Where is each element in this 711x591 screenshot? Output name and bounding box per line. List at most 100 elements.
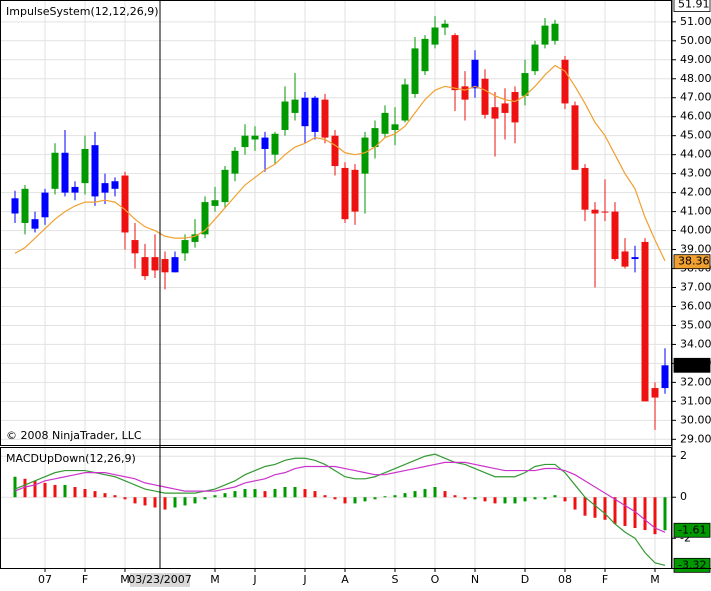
candle-body	[491, 107, 499, 119]
histogram-bar	[253, 489, 257, 498]
candle-body	[41, 192, 49, 218]
histogram-bar	[513, 497, 517, 504]
candle-body	[11, 198, 19, 214]
value-marker-label: 32.90	[678, 358, 710, 371]
candle-body	[571, 105, 579, 170]
candle-body	[651, 388, 659, 398]
x-tick-label: M	[210, 573, 220, 586]
y-tick-label: 39.00	[680, 243, 711, 256]
histogram-bar	[563, 497, 567, 502]
y-tick-label: -2	[680, 531, 691, 544]
candle-body	[271, 133, 279, 155]
histogram-bar	[103, 493, 107, 498]
macd-line	[14, 453, 666, 566]
candle-body	[471, 59, 479, 89]
histogram-bar	[73, 486, 77, 498]
histogram-bar	[423, 489, 427, 498]
candle-body	[381, 112, 389, 134]
candle-body	[171, 257, 179, 273]
candle-body	[301, 97, 309, 127]
candle-body	[111, 181, 119, 189]
candle-body	[611, 211, 619, 260]
histogram-bar	[543, 497, 547, 500]
candle-body	[551, 23, 559, 41]
y-tick-label: 29.00	[680, 432, 711, 445]
signal-line	[14, 461, 666, 533]
x-tick-label: N	[471, 573, 479, 586]
y-tick-label: 41.00	[680, 205, 711, 218]
histogram-bar	[43, 482, 47, 498]
y-tick-label: 50.00	[680, 34, 711, 47]
value-marker	[673, 0, 711, 12]
histogram-bar	[173, 497, 177, 508]
panel-title: MACDUpDown(12,26,9)	[6, 452, 136, 465]
y-tick-label: 35.00	[680, 318, 711, 331]
histogram-bar	[293, 486, 297, 498]
histogram-bar	[403, 493, 407, 498]
candle-body	[631, 257, 639, 260]
candle-body	[421, 38, 429, 72]
y-tick-label: 43.00	[680, 167, 711, 180]
histogram-bar	[613, 497, 617, 524]
candle-body	[331, 135, 339, 167]
histogram-bar	[203, 497, 207, 500]
histogram-bar	[553, 495, 557, 498]
candle-body	[151, 257, 159, 271]
y-tick-label: 49.00	[680, 53, 711, 66]
candle-body	[201, 202, 209, 235]
histogram-bar	[593, 497, 597, 518]
candle-body	[621, 251, 629, 267]
y-tick-label: 37.00	[680, 280, 711, 293]
histogram-bar	[313, 491, 317, 498]
histogram-bar	[373, 497, 377, 500]
candle-body	[81, 148, 89, 184]
candle-body	[441, 23, 449, 28]
histogram-bar	[393, 495, 397, 498]
histogram-bar	[23, 478, 27, 498]
histogram-bar	[303, 489, 307, 498]
value-marker-label: -1.61	[678, 523, 706, 536]
value-marker	[673, 522, 711, 538]
histogram-bar	[83, 489, 87, 498]
y-tick-label: 40.00	[680, 224, 711, 237]
value-marker	[673, 254, 711, 270]
candle-body	[541, 25, 549, 45]
candle-body	[361, 137, 369, 174]
histogram-bar	[573, 497, 577, 510]
y-tick-label: 36.00	[680, 299, 711, 312]
histogram-bar	[93, 491, 97, 498]
y-tick-label: 47.00	[680, 91, 711, 104]
candle-body	[581, 167, 589, 210]
histogram-bar	[653, 497, 657, 535]
candle-body	[371, 128, 379, 148]
histogram-bar	[193, 497, 197, 504]
y-tick-label: 51.00	[680, 15, 711, 28]
x-tick-label: J	[302, 573, 306, 586]
candle-body	[481, 78, 489, 115]
candle-body	[411, 48, 419, 94]
x-tick-label: D	[521, 573, 529, 586]
x-tick-label: O	[431, 573, 440, 586]
value-marker-label: 51.91	[678, 0, 710, 11]
histogram-bar	[583, 497, 587, 516]
y-tick-label: 46.00	[680, 110, 711, 123]
histogram-bar	[533, 497, 537, 500]
histogram-bar	[123, 497, 127, 500]
candle-body	[241, 135, 249, 148]
histogram-bar	[263, 491, 267, 498]
candle-body	[321, 99, 329, 138]
histogram-bar	[233, 491, 237, 498]
candle-body	[641, 241, 649, 402]
histogram-bar	[603, 497, 607, 520]
candle-body	[281, 101, 289, 130]
histogram-bar	[643, 497, 647, 531]
histogram-bar	[663, 497, 667, 531]
candle-body	[161, 259, 169, 273]
histogram-bar	[223, 493, 227, 498]
histogram-bar	[273, 489, 277, 498]
histogram-bar	[133, 497, 137, 504]
